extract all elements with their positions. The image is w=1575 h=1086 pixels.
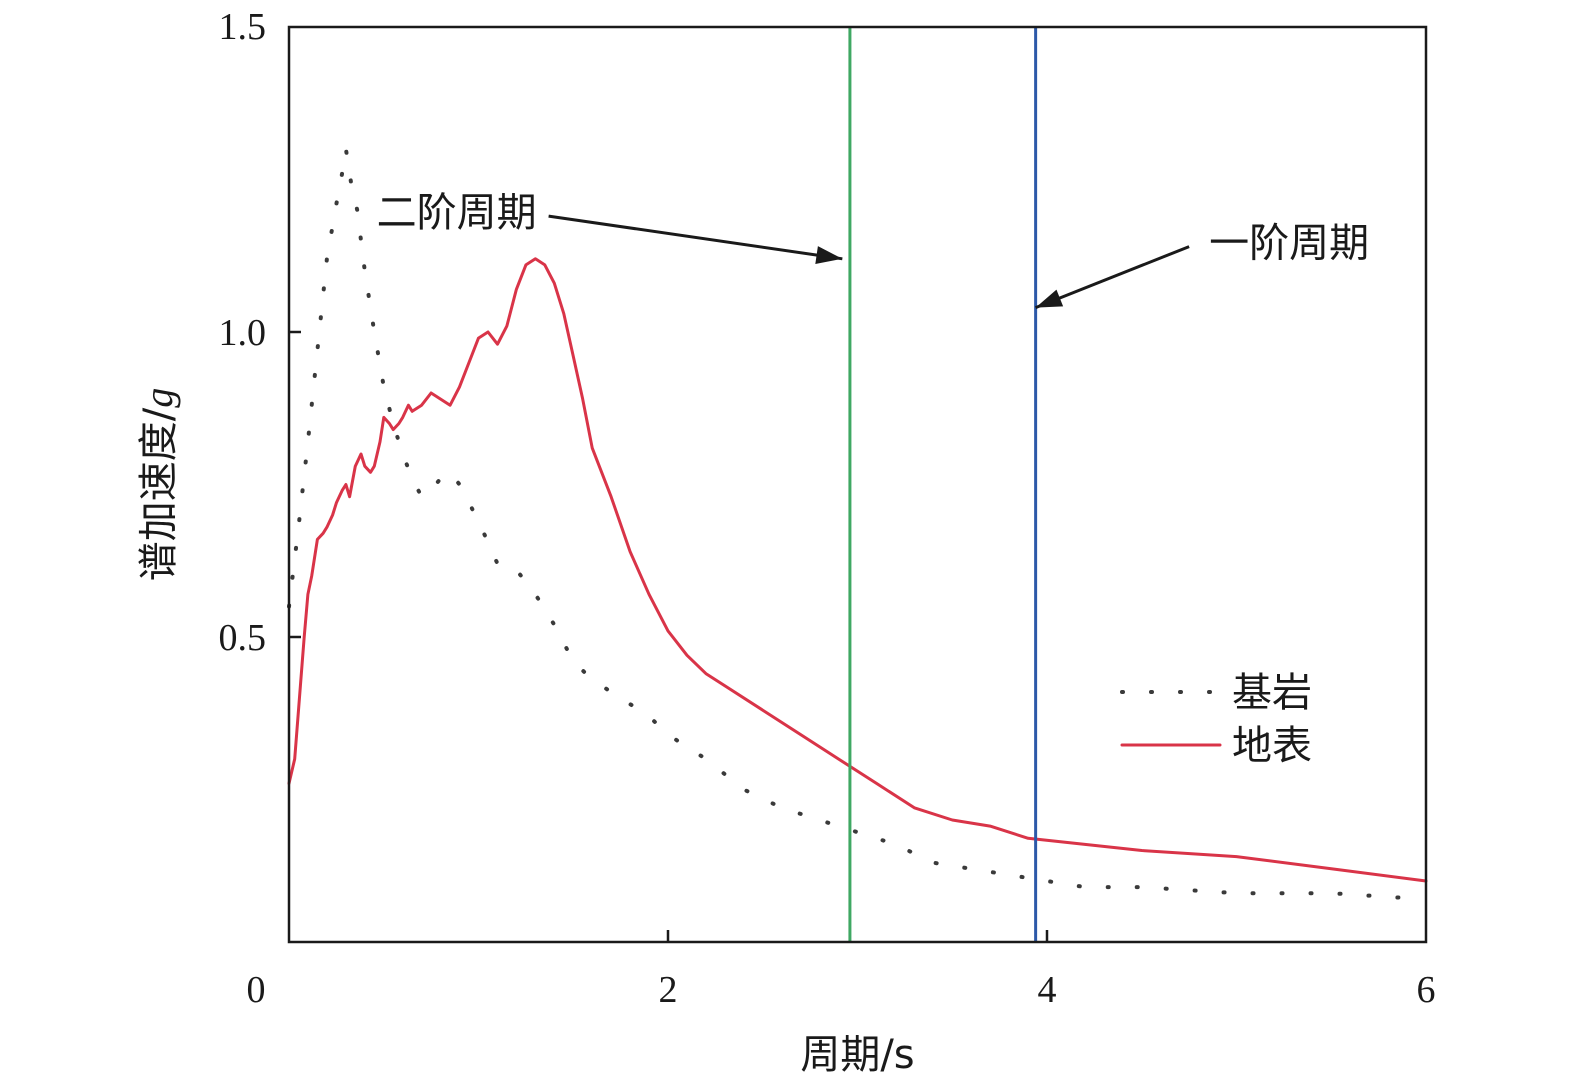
x-tick-label: 2	[659, 969, 678, 1011]
x-axis-title: 周期/s	[800, 1032, 914, 1078]
period-markers	[848, 27, 1038, 942]
y-axis-title-unit: g	[136, 388, 181, 408]
series-line-surface	[287, 257, 1428, 883]
second-order-period-label: 二阶周期	[377, 190, 537, 236]
x-tick-label: 4	[1038, 969, 1057, 1011]
legend-label-surface: 地表	[1232, 723, 1312, 769]
plot-frame	[287, 25, 1428, 944]
x-tick-label: 0	[247, 969, 266, 1011]
second-order-arrow-head	[815, 246, 843, 264]
series-line-bedrock	[287, 147, 1428, 902]
first-order-arrow-line	[1035, 245, 1190, 309]
series-layer	[287, 147, 1428, 902]
y-tick-label: 0.5	[219, 617, 267, 659]
y-axis-title-main: 谱加速度/	[136, 407, 182, 581]
x-tick-label: 6	[1417, 969, 1436, 1011]
first-order-arrow-head	[1035, 289, 1064, 308]
second-order-arrow-line	[548, 214, 843, 261]
legend: 基岩 地表	[1120, 670, 1312, 769]
legend-label-bedrock: 基岩	[1232, 670, 1312, 716]
y-axis-title: 谱加速度/g	[136, 388, 182, 581]
tick-layer: 0 2 4 6 0.5 1.0 1.5	[219, 6, 1436, 1011]
first-order-period-label: 一阶周期	[1209, 221, 1369, 267]
y-tick-label: 1.0	[219, 312, 267, 354]
y-tick-label: 1.5	[219, 6, 267, 48]
